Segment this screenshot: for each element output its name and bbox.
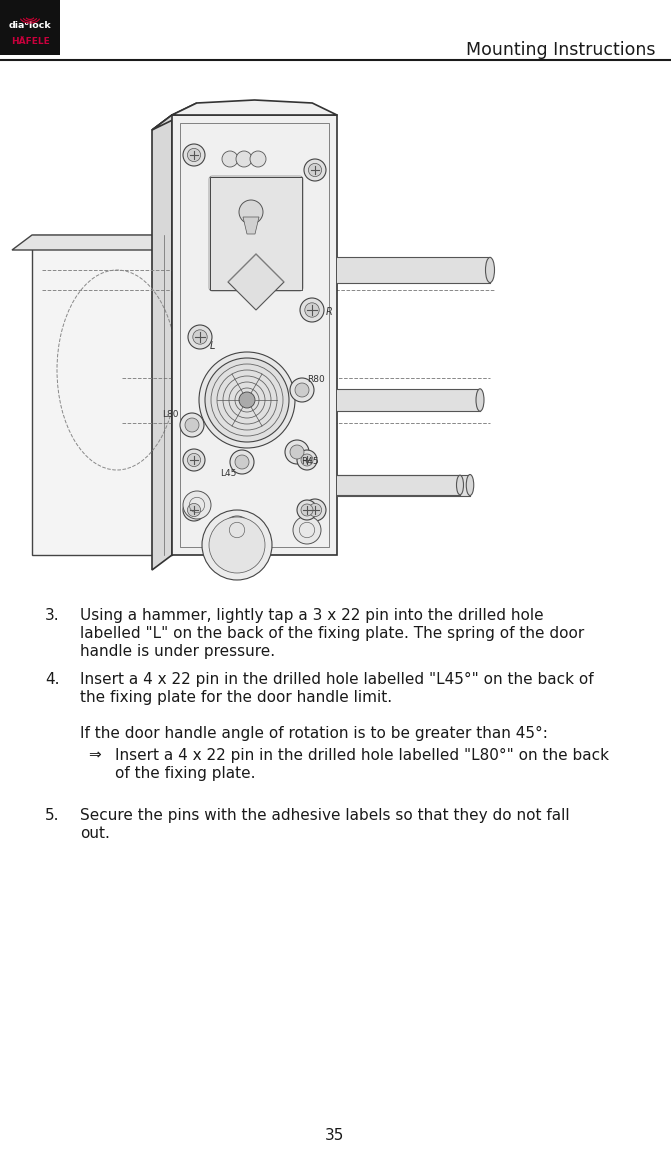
Circle shape [185, 418, 199, 431]
Polygon shape [152, 115, 337, 130]
Circle shape [222, 151, 238, 167]
Circle shape [205, 358, 289, 442]
Bar [180, 123, 329, 547]
Circle shape [183, 449, 205, 471]
Text: Using a hammer, lightly tap a 3 x 22 pin into the drilled hole: Using a hammer, lightly tap a 3 x 22 pin… [80, 608, 544, 623]
Circle shape [297, 500, 317, 520]
Circle shape [305, 302, 319, 317]
Bar [32, 235, 172, 555]
Text: L: L [210, 341, 215, 351]
Text: R45: R45 [301, 457, 319, 466]
Polygon shape [12, 235, 172, 250]
Circle shape [304, 159, 326, 181]
Polygon shape [243, 217, 259, 234]
Circle shape [239, 200, 263, 224]
Bar [337, 388, 480, 412]
Polygon shape [172, 100, 337, 115]
Text: Insert a 4 x 22 pin in the drilled hole labelled "L45°" on the back of: Insert a 4 x 22 pin in the drilled hole … [80, 672, 594, 687]
Circle shape [300, 298, 324, 322]
Text: Insert a 4 x 22 pin in the drilled hole labelled "L80°" on the back: Insert a 4 x 22 pin in the drilled hole … [115, 748, 609, 763]
Circle shape [290, 445, 304, 459]
Circle shape [250, 151, 266, 167]
Circle shape [239, 392, 255, 408]
Circle shape [230, 450, 254, 475]
Polygon shape [152, 115, 172, 570]
Circle shape [293, 516, 321, 544]
Ellipse shape [476, 388, 484, 412]
Circle shape [187, 149, 201, 162]
Circle shape [188, 324, 212, 349]
Bar [172, 115, 337, 555]
Bar [0, 0, 60, 55]
Circle shape [223, 516, 251, 544]
Text: 35: 35 [325, 1127, 345, 1142]
Circle shape [309, 163, 321, 177]
Circle shape [285, 440, 309, 464]
Circle shape [236, 151, 252, 167]
Circle shape [297, 450, 317, 470]
Text: out.: out. [80, 826, 110, 841]
Polygon shape [228, 254, 284, 311]
Bar [337, 475, 470, 495]
Circle shape [304, 499, 326, 521]
Circle shape [183, 491, 211, 519]
Bar [337, 257, 490, 283]
Circle shape [235, 455, 249, 469]
Bar [210, 177, 302, 290]
Text: L80: L80 [162, 411, 178, 419]
Text: labelled "L" on the back of the fixing plate. The spring of the door: labelled "L" on the back of the fixing p… [80, 626, 584, 641]
Circle shape [290, 378, 314, 402]
Text: R: R [326, 307, 333, 317]
Ellipse shape [466, 475, 474, 495]
Text: diaᵒlock: diaᵒlock [9, 21, 52, 29]
Text: 3.: 3. [45, 608, 60, 623]
Text: ⇒: ⇒ [88, 748, 101, 763]
Circle shape [301, 454, 313, 466]
Text: Secure the pins with the adhesive labels so that they do not fall: Secure the pins with the adhesive labels… [80, 808, 570, 823]
Circle shape [309, 504, 321, 516]
Circle shape [202, 511, 272, 580]
Text: If the door handle angle of rotation is to be greater than 45°:: If the door handle angle of rotation is … [80, 726, 548, 741]
Circle shape [301, 504, 313, 516]
Text: L45: L45 [220, 469, 236, 478]
Text: the fixing plate for the door handle limit.: the fixing plate for the door handle lim… [80, 690, 392, 705]
Circle shape [183, 499, 205, 521]
Text: HÄFELE: HÄFELE [11, 37, 50, 47]
Text: handle is under pressure.: handle is under pressure. [80, 644, 275, 659]
Circle shape [180, 413, 204, 437]
Circle shape [193, 330, 207, 344]
Text: of the fixing plate.: of the fixing plate. [115, 766, 256, 782]
Bar [337, 476, 460, 494]
Circle shape [295, 383, 309, 397]
Text: R80: R80 [307, 374, 325, 384]
Text: 5.: 5. [45, 808, 60, 823]
Ellipse shape [486, 257, 495, 283]
Circle shape [199, 352, 295, 448]
Text: 4.: 4. [45, 672, 60, 687]
Ellipse shape [456, 476, 464, 494]
Text: Mounting Instructions: Mounting Instructions [466, 41, 656, 59]
Circle shape [187, 454, 201, 466]
Circle shape [187, 504, 201, 516]
Circle shape [209, 518, 265, 573]
Polygon shape [152, 104, 197, 130]
Circle shape [183, 144, 205, 166]
